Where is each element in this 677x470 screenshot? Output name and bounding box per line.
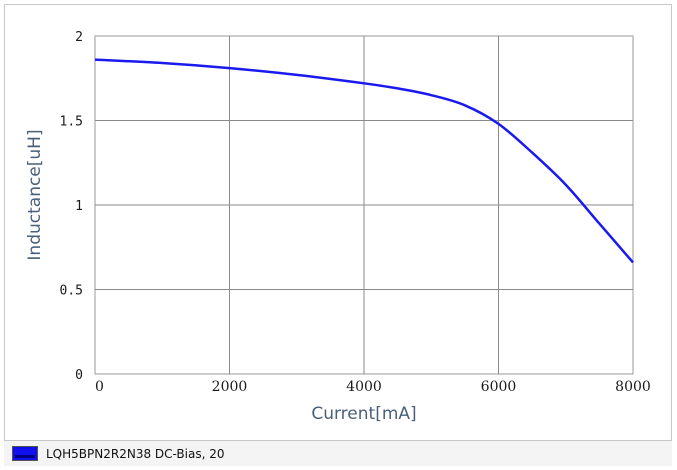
x-tick-label: 8000 [615, 379, 651, 395]
grid [95, 36, 633, 374]
chart: 0 2000 4000 6000 8000 0 0.5 1 1.5 2 Current[mA] I… [25, 30, 651, 424]
legend-swatch [12, 446, 38, 461]
x-tick-label: 0 [95, 379, 104, 395]
x-axis-label: Current[mA] [311, 404, 416, 424]
x-tick-label: 2000 [212, 379, 248, 395]
legend: LQH5BPN2R2N38 DC-Bias, 20 [4, 440, 672, 466]
series-line [94, 58, 634, 264]
y-tick-label: 1.5 [60, 115, 83, 130]
y-tick-label: 1 [75, 199, 83, 214]
legend-label: LQH5BPN2R2N38 DC-Bias, 20 [46, 446, 225, 461]
y-tick-label: 0.5 [60, 284, 83, 299]
y-axis-label: Inductance[uH] [25, 129, 45, 260]
y-tick-label: 2 [75, 30, 83, 45]
tick-labels: 0 2000 4000 6000 8000 0 0.5 1 1.5 2 [60, 30, 651, 395]
y-tick-label: 0 [75, 368, 83, 383]
series-group [94, 58, 634, 264]
x-tick-label: 6000 [481, 379, 517, 395]
x-tick-label: 4000 [346, 379, 382, 395]
